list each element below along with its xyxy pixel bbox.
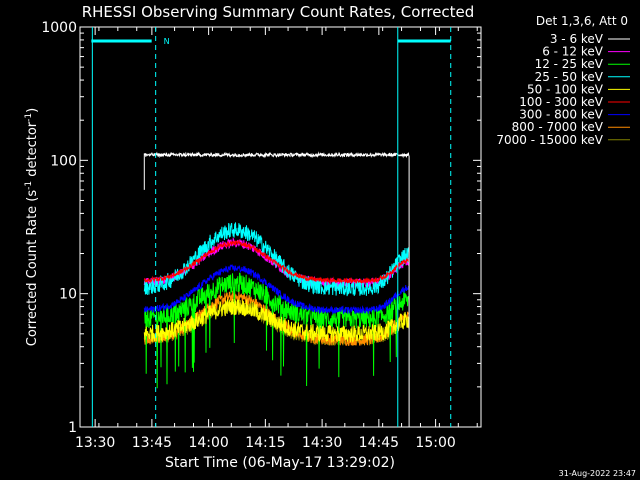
x-axis-label: Start Time (06-May-17 13:29:02) (165, 455, 395, 471)
legend-entry-label: 100 - 300 keV (519, 95, 603, 109)
chart-title: RHESSI Observing Summary Count Rates, Co… (82, 3, 475, 21)
x-tick-label: 15:00 (415, 435, 455, 451)
series-line (143, 263, 410, 316)
x-tick-label: 14:30 (302, 435, 342, 451)
saa-marker-label: N (164, 37, 170, 46)
legend-entry-label: 25 - 50 keV (535, 70, 604, 84)
x-tick-label: 14:45 (359, 435, 399, 451)
y-axis-label: Corrected Count Rate (s-1 detector-1) (24, 108, 40, 346)
series-line (143, 272, 410, 389)
y-axis: 1 10 100 1000 (41, 20, 481, 436)
legend-entry-label: 6 - 12 keV (542, 45, 604, 59)
legend-entry-label: 300 - 800 keV (519, 108, 603, 122)
spacecraft-status-overlay: N (91, 27, 452, 427)
x-tick-label: 13:30 (75, 435, 115, 451)
footer-timestamp: 31-Aug-2022 23:47 (559, 469, 636, 478)
legend-header: Det 1,3,6, Att 0 (536, 14, 628, 28)
series-line (143, 222, 410, 297)
x-tick-label: 13:45 (132, 435, 172, 451)
legend-entry-label: 3 - 6 keV (550, 32, 604, 46)
x-tick-label: 14:15 (245, 435, 285, 451)
y-tick-label: 100 (50, 153, 77, 169)
data-series-layer (143, 151, 410, 427)
y-tick-label: 10 (59, 287, 77, 303)
series-line (143, 298, 410, 344)
legend-entry-label: 12 - 25 keV (535, 57, 604, 71)
x-tick-label: 14:00 (188, 435, 228, 451)
legend-entry-label: 7000 - 15000 keV (496, 133, 603, 147)
series-line (143, 239, 410, 284)
series-line (143, 151, 410, 427)
plot-area (79, 26, 482, 428)
y-tick-label: 1000 (41, 20, 77, 36)
legend-entry-label: 50 - 100 keV (527, 82, 604, 96)
legend-entry-label: 800 - 7000 keV (512, 120, 604, 134)
x-axis: 13:30 13:45 14:00 14:15 14:30 14:45 15:00 (75, 27, 478, 451)
y-tick-label: 1 (68, 420, 77, 436)
